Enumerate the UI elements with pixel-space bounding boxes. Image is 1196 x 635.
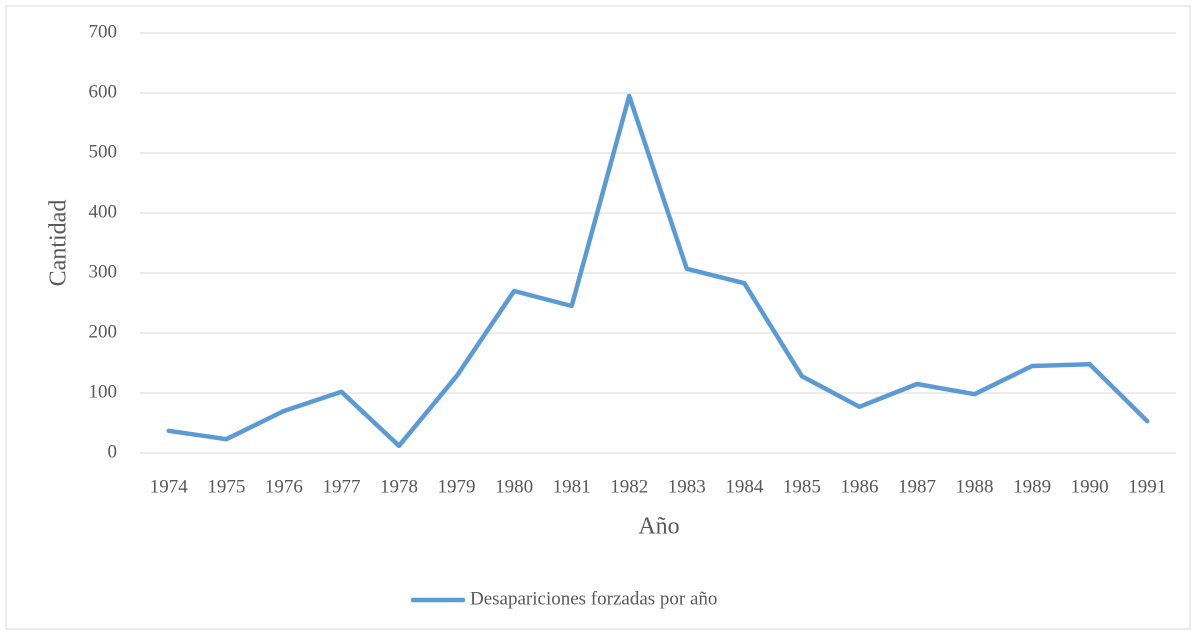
y-tick-label: 200 <box>89 321 118 342</box>
x-tick-label: 1985 <box>783 476 821 497</box>
x-tick-label: 1988 <box>956 476 994 497</box>
x-tick-label: 1981 <box>553 476 591 497</box>
x-tick-label: 1990 <box>1071 476 1109 497</box>
x-tick-label: 1974 <box>150 476 189 497</box>
y-tick-label: 300 <box>89 261 118 282</box>
x-tick-label: 1991 <box>1128 476 1166 497</box>
y-tick-label: 500 <box>89 141 118 162</box>
y-tick-label: 100 <box>89 381 118 402</box>
y-tick-label: 600 <box>89 81 118 102</box>
x-tick-label: 1982 <box>610 476 648 497</box>
x-tick-label: 1977 <box>322 476 360 497</box>
x-tick-label: 1976 <box>265 476 303 497</box>
data-line <box>166 93 1150 449</box>
y-tick-label: 0 <box>108 441 118 462</box>
y-tick-label: 700 <box>89 21 118 42</box>
y-axis-title: Cantidad <box>46 200 72 287</box>
x-tick-label: 1984 <box>725 476 764 497</box>
x-tick-label: 1975 <box>207 476 245 497</box>
x-axis-title: Año <box>638 514 679 540</box>
x-tick-label: 1986 <box>840 476 878 497</box>
y-tick-label: 400 <box>89 201 118 222</box>
x-tick-label: 1989 <box>1013 476 1051 497</box>
x-tick-label: 1979 <box>438 476 476 497</box>
legend-label: Desapariciones forzadas por año <box>470 588 717 609</box>
x-tick-label: 1987 <box>898 476 936 497</box>
chart-border <box>5 5 1191 630</box>
x-tick-label: 1978 <box>380 476 418 497</box>
x-tick-label: 1980 <box>495 476 533 497</box>
x-tick-label: 1983 <box>668 476 706 497</box>
